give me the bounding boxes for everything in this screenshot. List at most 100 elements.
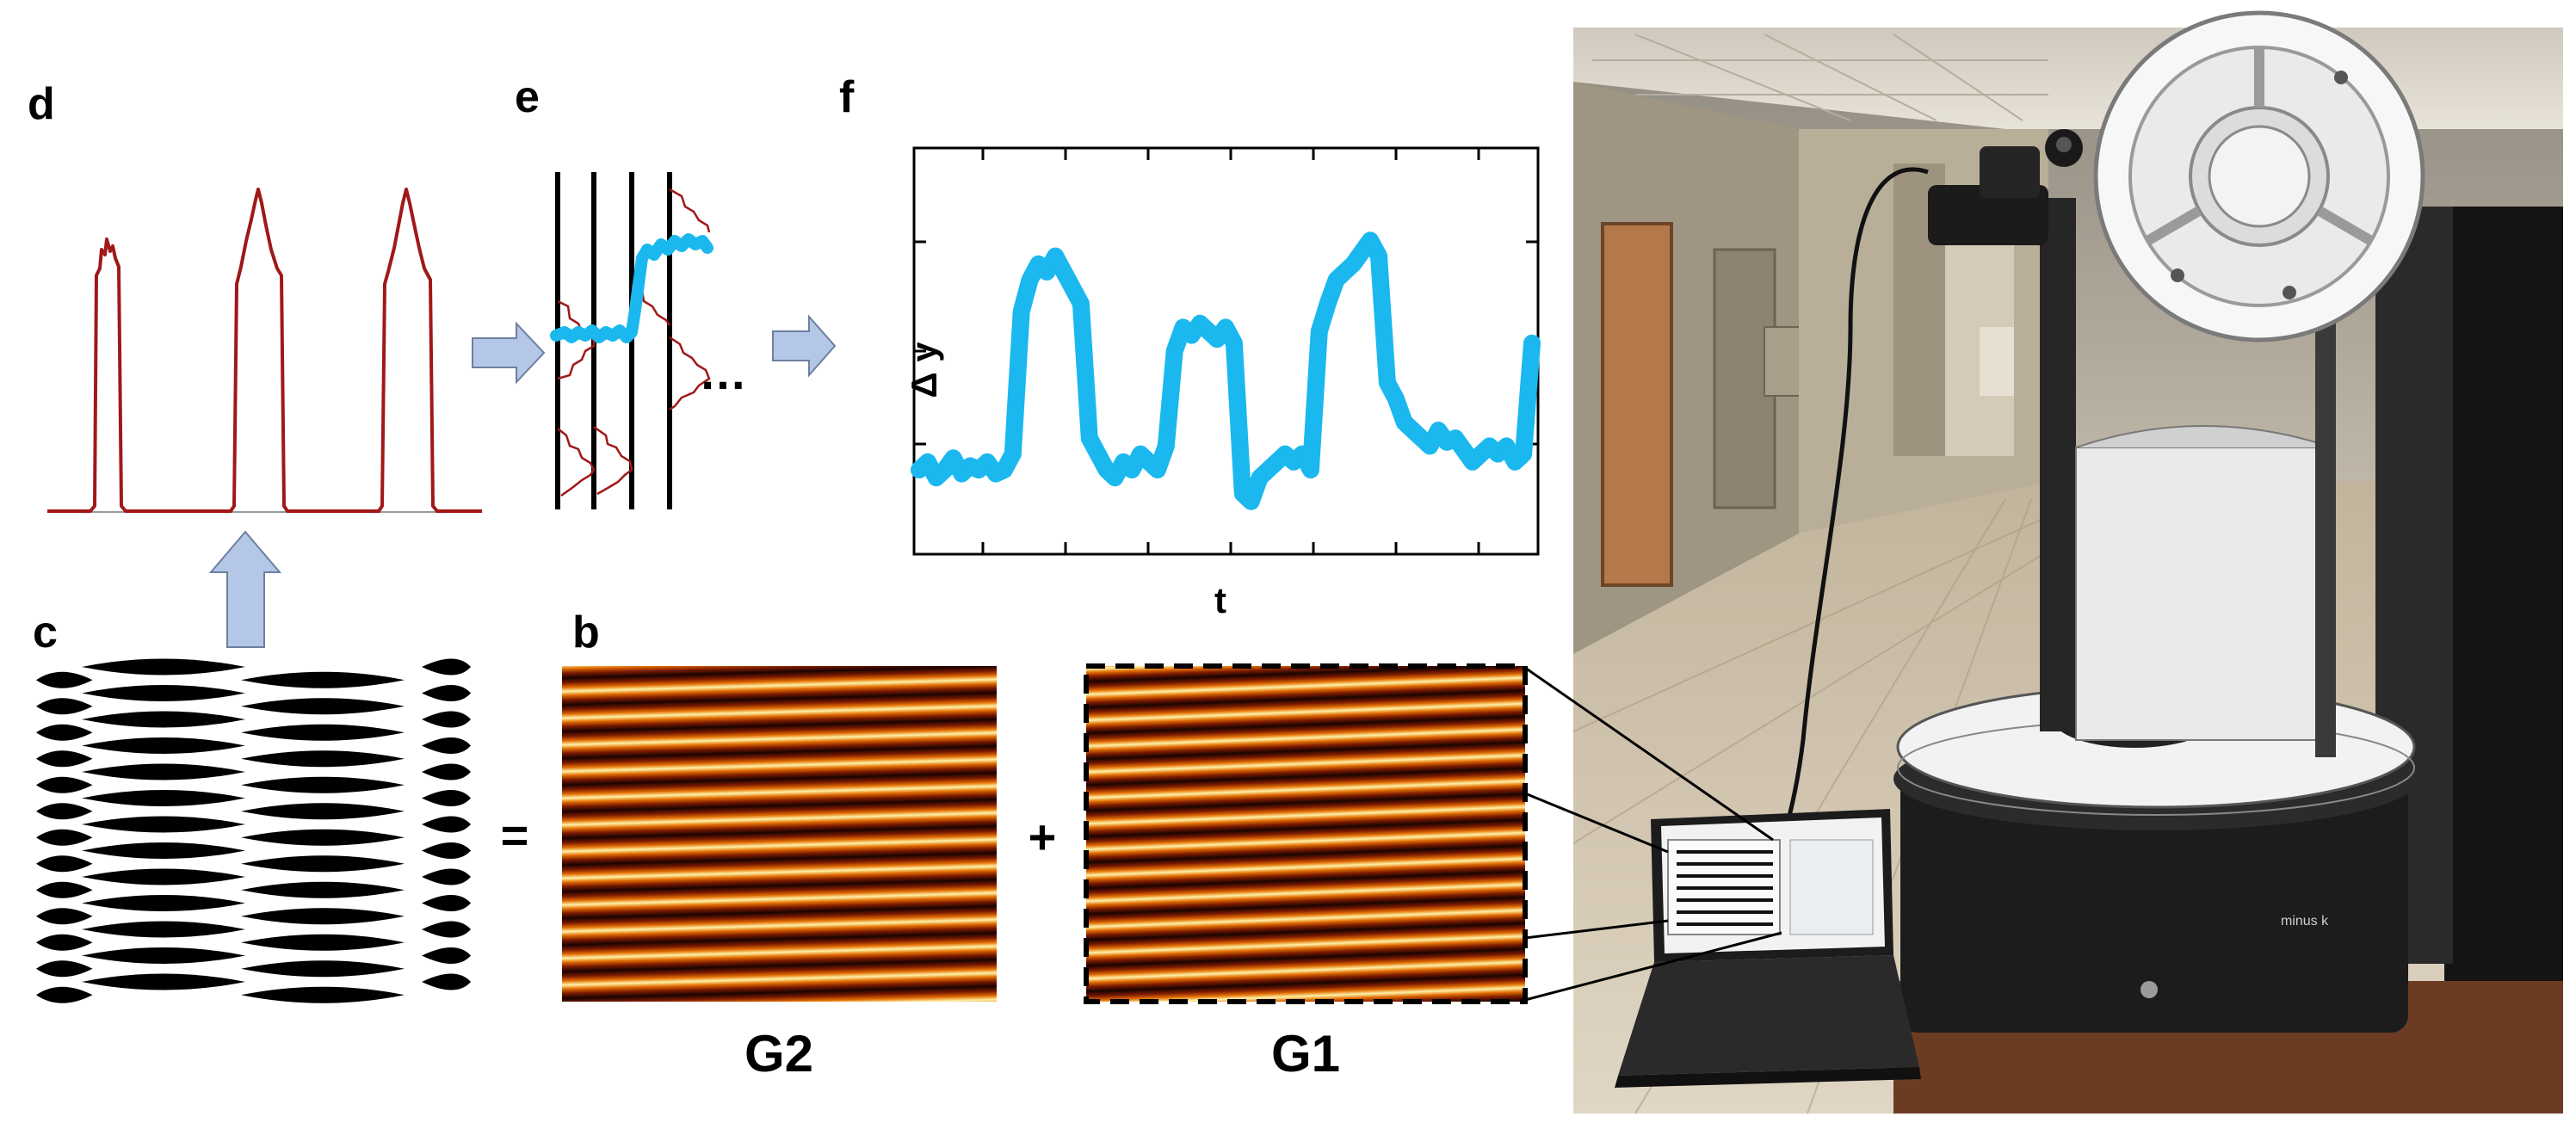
series-point [1100,464,1113,476]
moire-fringe [422,816,471,833]
moire-fringe [422,921,471,938]
series-point [1389,392,1402,405]
moire-fringe [82,790,245,806]
plus-sign: + [1029,810,1057,864]
moire-fringe [36,934,93,951]
ellipsis: … [699,345,747,399]
panel-label-e: e [515,72,540,122]
arrow-d-to-e [472,321,546,385]
moire-fringe [422,973,471,990]
moire-fringe [36,855,93,873]
series-point [1474,447,1487,460]
series-point [981,455,994,468]
series-point [1015,305,1028,318]
series-point [1415,432,1428,445]
series-point [1304,464,1317,476]
series-point [1194,317,1207,330]
moire-fringe [241,829,405,846]
moire-fringe [422,658,471,676]
moire-fringe [241,724,405,741]
tracking-schematic: … [550,172,747,509]
moire-fringe [241,698,405,715]
moire-fringe [36,908,93,925]
series-point [1313,325,1325,337]
series-point [1373,250,1385,262]
series-point [1220,321,1232,334]
moire-fringe [82,763,245,780]
intensity-profile [47,188,482,513]
moire-fringe [422,895,471,911]
zoom-connectors [1524,666,1782,1002]
arrow-e-to-f [772,314,837,378]
series-point [1023,274,1036,287]
series-point [1398,416,1411,429]
moire-fringe [241,908,405,925]
series-points [913,234,1538,508]
mini-profile-5 [669,336,711,411]
series-point [1262,464,1275,476]
series-point [921,455,934,468]
series-point [913,464,925,476]
moire-fringe [36,803,93,820]
series-point [1245,495,1257,508]
moire-fringe [36,960,93,978]
moire-fringe [82,868,245,885]
series-point [1296,447,1308,460]
series-point [998,464,1010,476]
series-point [1032,257,1045,270]
moire-fringe [422,790,471,806]
moire-fringe [82,973,245,990]
mini-profile-2 [557,428,596,497]
arrow-c-to-d [208,530,282,648]
series-point [1449,432,1461,445]
y-axis-label: Δ y [904,342,944,398]
moire-fringe [36,776,93,793]
series-point [1202,325,1215,337]
series-point [1321,297,1334,310]
series-point [1330,274,1343,287]
moire-fringe [241,960,405,978]
fringe-image-g1 [1084,663,1528,1004]
series-point [1151,464,1164,476]
moire-fringe [241,671,405,688]
series-point [1168,345,1181,357]
displacement-chart: t Δ y [904,146,1541,620]
label-g2: G2 [744,1025,813,1083]
series-point [1364,234,1377,247]
panel-label-f: f [839,72,855,122]
moire-fringe [36,698,93,715]
series-point [1049,250,1062,262]
moire-fringe [241,803,405,820]
moire-fringe [36,750,93,768]
x-axis-label: t [1214,580,1226,620]
series-point [1058,266,1071,278]
series-point [1288,455,1300,468]
moire-fringe [422,711,471,728]
moire-fringe [422,737,471,754]
apparatus-photo: minus k [1572,10,2563,1114]
moire-fringe [36,829,93,846]
series-point [1457,444,1470,456]
label-g1: G1 [1271,1025,1340,1083]
moire-pattern [36,658,471,1003]
series-point [1500,440,1513,453]
series-point [1227,336,1240,349]
panel-label-b: b [572,608,600,657]
tracked-centroid [550,233,713,343]
mini-profile-1 [557,299,596,380]
fringe-image-g2 [562,666,997,1002]
moire-fringe [36,881,93,898]
series-point [1185,329,1198,342]
moire-fringe [241,934,405,951]
series-point [1159,440,1172,453]
moire-fringe [82,842,245,859]
series-point [1466,455,1479,468]
series-point [938,464,951,476]
equals-sign: = [501,808,529,862]
series-point [1406,424,1419,436]
series-point [1211,333,1224,346]
moire-fringe [422,842,471,859]
platform-brand: minus k [2281,914,2329,928]
moire-fringe [241,986,405,1003]
